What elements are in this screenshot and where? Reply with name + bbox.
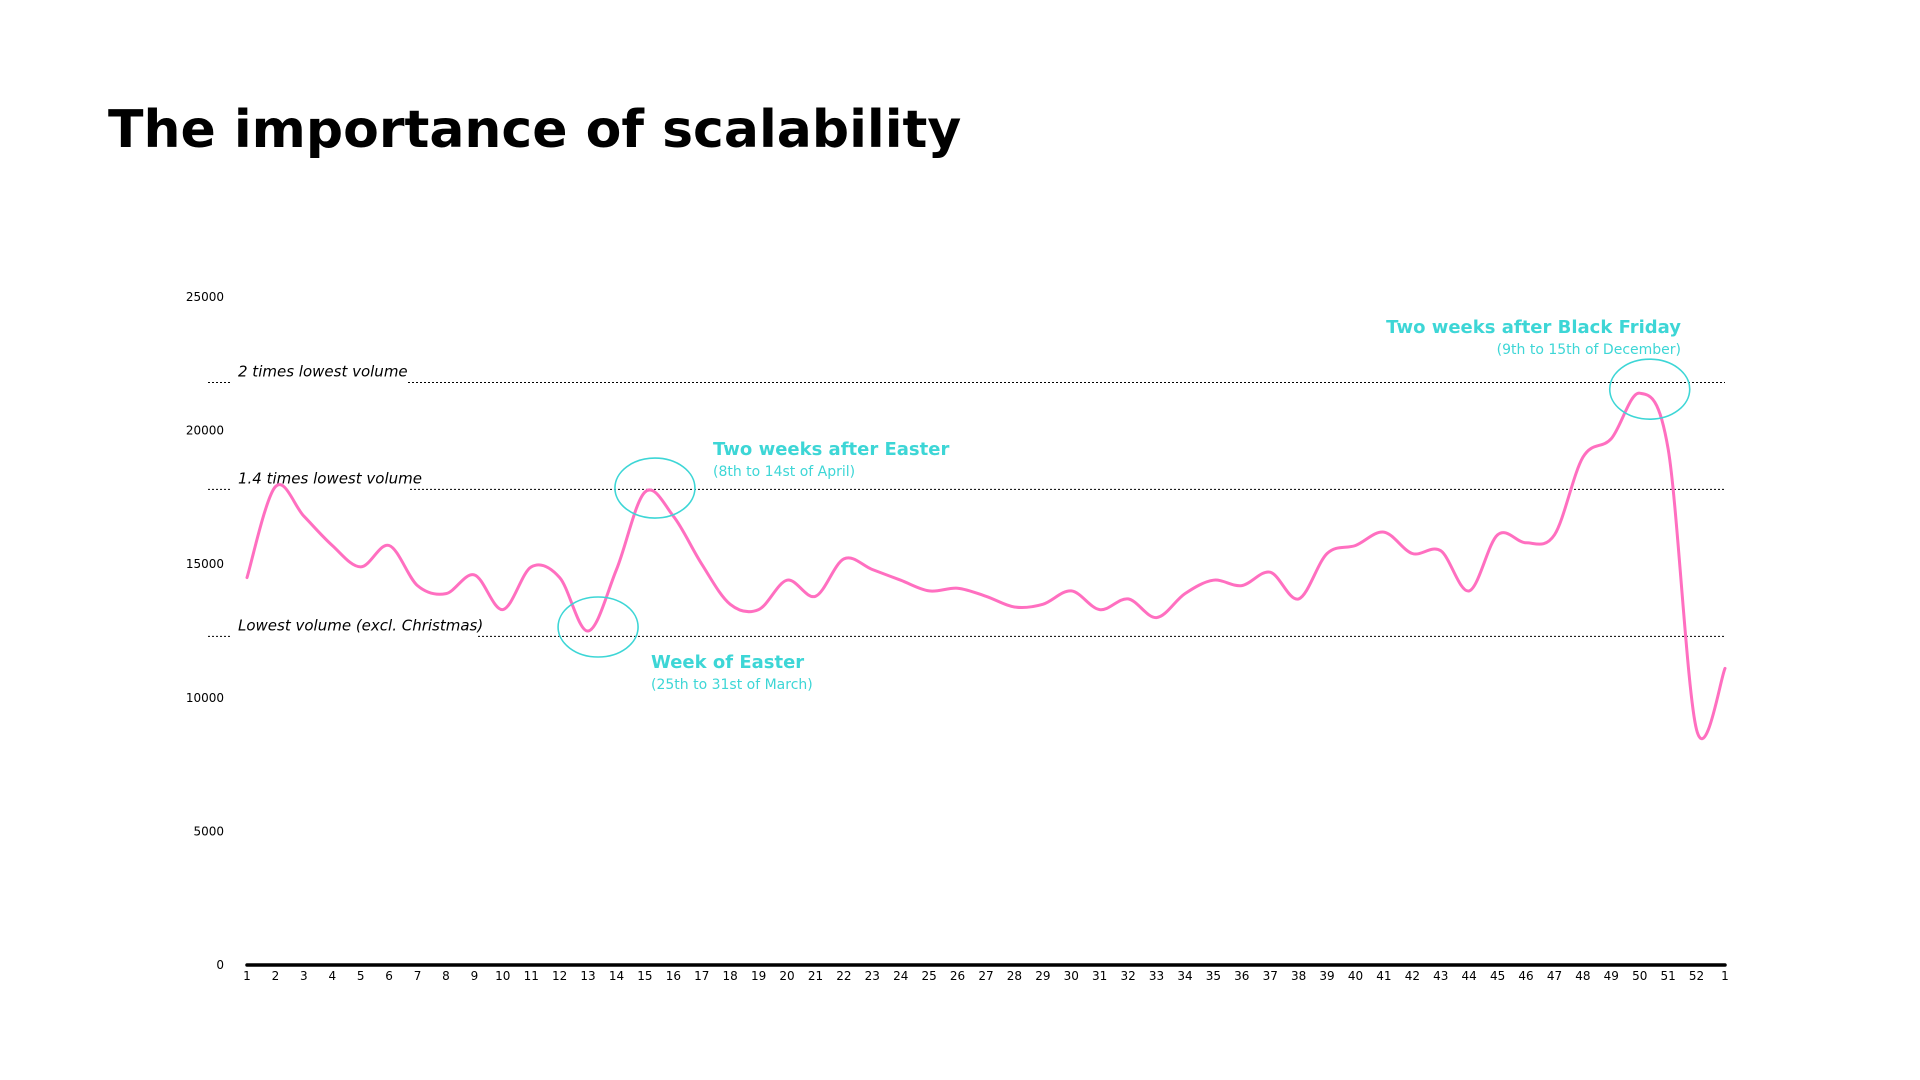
- annotation-subtitle: (25th to 31st of March): [651, 677, 813, 693]
- x-tick-label: 28: [1007, 969, 1022, 983]
- x-tick-label: 34: [1177, 969, 1192, 983]
- x-tick-label: 36: [1234, 969, 1249, 983]
- x-tick-label: 10: [495, 969, 510, 983]
- x-tick-label: 52: [1689, 969, 1704, 983]
- x-tick-label: 20: [779, 969, 794, 983]
- x-tick-label: 50: [1632, 969, 1647, 983]
- y-tick-label: 10000: [186, 691, 224, 705]
- x-tick-label: 40: [1348, 969, 1363, 983]
- x-tick-label: 47: [1547, 969, 1562, 983]
- x-tick-label: 33: [1149, 969, 1164, 983]
- x-tick-label: 41: [1376, 969, 1391, 983]
- x-tick-label: 22: [836, 969, 851, 983]
- annotation-title: Two weeks after Black Friday: [1386, 317, 1681, 338]
- x-tick-label: 49: [1604, 969, 1619, 983]
- x-tick-label: 29: [1035, 969, 1050, 983]
- x-tick-label: 4: [328, 969, 336, 983]
- x-tick-label: 32: [1120, 969, 1135, 983]
- x-tick-label: 35: [1206, 969, 1221, 983]
- x-tick-label: 30: [1064, 969, 1079, 983]
- reference-line-label: 2 times lowest volume: [238, 363, 408, 381]
- y-tick-label: 0: [216, 958, 224, 972]
- y-tick-label: 20000: [186, 424, 224, 438]
- y-tick-label: 25000: [186, 290, 224, 304]
- x-tick-label: 1: [1721, 969, 1729, 983]
- x-tick-label: 46: [1518, 969, 1533, 983]
- annotation-circle: [614, 457, 696, 519]
- x-tick-label: 45: [1490, 969, 1505, 983]
- x-tick-label: 25: [922, 969, 937, 983]
- x-tick-label: 11: [524, 969, 539, 983]
- x-tick-label: 23: [865, 969, 880, 983]
- x-tick-label: 43: [1433, 969, 1448, 983]
- x-tick-label: 24: [893, 969, 908, 983]
- x-tick-label: 42: [1405, 969, 1420, 983]
- x-tick-label: 7: [414, 969, 422, 983]
- x-tick-label: 3: [300, 969, 308, 983]
- x-tick-label: 2: [272, 969, 280, 983]
- x-tick-label: 21: [808, 969, 823, 983]
- x-tick-label: 8: [442, 969, 450, 983]
- x-tick-label: 26: [950, 969, 965, 983]
- x-tick-label: 5: [357, 969, 365, 983]
- annotation-title: Two weeks after Easter: [713, 439, 949, 460]
- y-tick-label: 15000: [186, 557, 224, 571]
- annotation-subtitle: (9th to 15th of December): [1497, 342, 1681, 358]
- x-tick-label: 48: [1575, 969, 1590, 983]
- x-tick-label: 6: [385, 969, 393, 983]
- x-tick-label: 12: [552, 969, 567, 983]
- x-tick-label: 19: [751, 969, 766, 983]
- page-title: The importance of scalability: [108, 100, 962, 160]
- y-tick-label: 5000: [193, 824, 224, 838]
- x-tick-label: 17: [694, 969, 709, 983]
- annotation-circle: [1608, 358, 1691, 420]
- reference-line-label: 1.4 times lowest volume: [238, 469, 422, 487]
- annotation-title: Week of Easter: [651, 652, 804, 673]
- annotation-circle: [557, 596, 639, 658]
- x-tick-label: 16: [666, 969, 681, 983]
- x-tick-label: 15: [637, 969, 652, 983]
- x-tick-label: 1: [243, 969, 251, 983]
- x-tick-label: 39: [1319, 969, 1334, 983]
- reference-line-label: Lowest volume (excl. Christmas): [238, 616, 483, 634]
- x-tick-label: 13: [580, 969, 595, 983]
- x-tick-label: 38: [1291, 969, 1306, 983]
- x-tick-label: 14: [609, 969, 624, 983]
- annotation-subtitle: (8th to 14st of April): [713, 464, 855, 480]
- x-tick-label: 51: [1661, 969, 1676, 983]
- x-tick-label: 9: [471, 969, 479, 983]
- x-tick-label: 27: [978, 969, 993, 983]
- x-tick-label: 18: [723, 969, 738, 983]
- x-tick-label: 44: [1462, 969, 1477, 983]
- x-tick-label: 31: [1092, 969, 1107, 983]
- series-line-volume: [245, 391, 1727, 741]
- x-tick-label: 37: [1263, 969, 1278, 983]
